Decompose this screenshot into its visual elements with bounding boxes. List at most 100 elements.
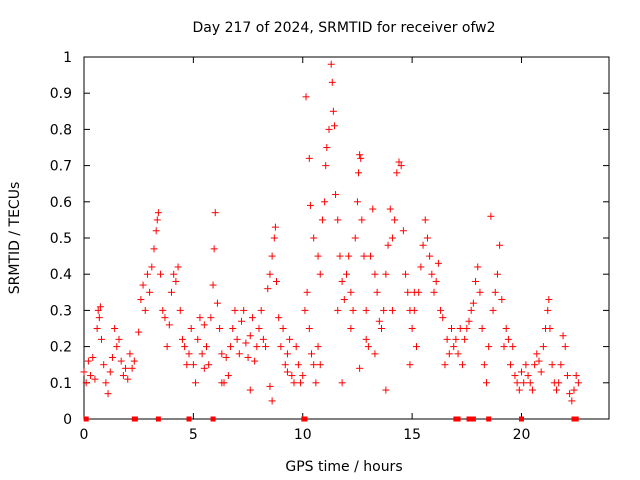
data-point <box>360 252 368 260</box>
data-point <box>314 252 322 260</box>
data-point <box>148 263 156 271</box>
data-point <box>369 205 377 213</box>
y-tick-label: 1 <box>63 50 72 66</box>
data-point <box>351 234 359 242</box>
data-point <box>246 332 254 340</box>
data-point <box>568 397 576 405</box>
data-point <box>310 234 318 242</box>
y-axis-label: SRMTID / TECUs <box>7 182 23 295</box>
data-point <box>353 198 361 206</box>
x-tick-label: 15 <box>403 427 421 443</box>
data-point <box>185 350 193 358</box>
data-point <box>323 144 331 151</box>
data-point <box>210 245 218 253</box>
x-tick-label: 10 <box>294 427 312 443</box>
data-point <box>364 343 372 351</box>
data-point <box>388 306 396 314</box>
data-point <box>82 379 90 387</box>
data-point <box>248 314 256 322</box>
baseline-marker <box>210 416 216 422</box>
data-point <box>146 288 154 296</box>
data-point <box>161 314 169 322</box>
data-point <box>176 306 184 314</box>
data-point <box>312 379 320 387</box>
data-point <box>157 270 165 278</box>
data-point <box>227 343 235 351</box>
data-point <box>362 306 370 314</box>
baseline-marker <box>455 416 461 422</box>
data-point <box>463 325 471 332</box>
data-point <box>329 107 337 115</box>
data-point <box>413 343 420 351</box>
data-point <box>277 343 285 351</box>
x-axis: 0 5 10 15 20 <box>80 57 530 443</box>
x-axis-label: GPS time / hours <box>285 459 402 475</box>
data-point <box>302 93 310 101</box>
data-point <box>345 252 353 260</box>
data-point <box>461 335 469 343</box>
data-point <box>434 259 442 267</box>
data-point <box>382 270 390 278</box>
data-point <box>357 154 365 162</box>
baseline-marker <box>486 416 492 422</box>
data-point <box>271 223 279 231</box>
data-point <box>371 350 379 358</box>
data-point <box>150 245 158 253</box>
data-point <box>432 277 440 285</box>
data-point <box>189 361 197 369</box>
data-point <box>443 335 451 343</box>
data-point <box>507 361 515 369</box>
data-point <box>205 361 213 369</box>
data-point <box>292 343 300 351</box>
data-point <box>218 379 226 387</box>
y-tick-label: 0.2 <box>50 340 72 356</box>
data-point <box>533 350 541 358</box>
data-point <box>546 325 554 332</box>
data-point <box>559 332 567 340</box>
data-point <box>395 158 403 166</box>
data-point <box>334 306 342 314</box>
data-point <box>404 288 412 296</box>
data-point <box>469 299 477 307</box>
data-point <box>522 361 530 369</box>
data-point <box>502 325 510 332</box>
data-point <box>509 343 517 351</box>
data-point <box>299 372 307 380</box>
data-point <box>498 296 506 304</box>
y-tick-label: 0.3 <box>50 303 72 319</box>
data-point <box>209 281 217 289</box>
y-tick-label: 0.7 <box>50 159 72 175</box>
data-point <box>283 350 291 358</box>
data-point <box>95 314 103 322</box>
data-point <box>264 285 272 293</box>
x-tick-label: 0 <box>80 427 89 443</box>
y-tick-label: 0.9 <box>50 86 72 102</box>
data-point <box>528 386 536 394</box>
data-point <box>478 325 486 332</box>
data-point <box>139 281 147 289</box>
data-point <box>511 372 519 380</box>
data-point <box>178 335 186 343</box>
data-point <box>283 368 291 376</box>
data-point <box>170 270 178 278</box>
data-point <box>183 361 191 369</box>
data-point <box>229 325 237 332</box>
data-point <box>513 379 521 387</box>
data-point <box>539 343 547 351</box>
data-point <box>397 162 405 170</box>
data-point <box>200 364 208 372</box>
data-point <box>347 325 355 332</box>
y-axis: 0 0.1 0.2 0.3 0.4 0.5 0.6 0.7 0.8 0.9 1 <box>50 50 609 428</box>
data-point <box>493 270 501 278</box>
data-point <box>356 151 364 159</box>
data-point <box>286 335 294 343</box>
data-point <box>384 241 392 249</box>
data-point <box>338 379 346 387</box>
data-point <box>235 350 243 358</box>
data-point <box>325 125 333 133</box>
data-point <box>84 357 92 365</box>
data-point <box>106 368 114 376</box>
data-point <box>251 357 259 365</box>
data-point <box>242 339 250 347</box>
data-point <box>163 343 171 351</box>
